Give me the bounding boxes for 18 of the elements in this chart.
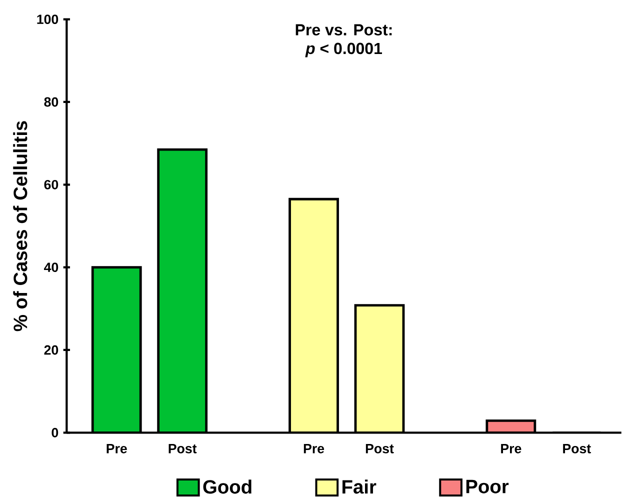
x-tick-label: Post	[168, 444, 197, 454]
legend-label: Good	[203, 480, 252, 494]
x-tick-label: Pre	[106, 444, 127, 454]
y-tick-label: 40	[44, 262, 58, 272]
text: p < 0.0001	[305, 42, 382, 58]
legend-label: Fair	[342, 480, 376, 494]
y-axis-title: % of Cases of Cellulitis	[13, 121, 28, 332]
y-tick-label: 60	[44, 180, 58, 190]
x-tick-label: Pre	[501, 444, 522, 454]
chart-title: Pre vs. Post:	[296, 24, 392, 36]
y-tick-label: 80	[44, 97, 58, 107]
x-tick-label: Pre	[304, 444, 324, 454]
y-tick-label: 0	[52, 428, 58, 438]
x-tick-label: Post	[563, 444, 591, 454]
y-tick-label: 20	[44, 345, 58, 355]
y-tick-label: 100	[37, 14, 58, 24]
x-tick-label: Post	[366, 444, 394, 454]
legend-label: Poor	[466, 480, 509, 494]
